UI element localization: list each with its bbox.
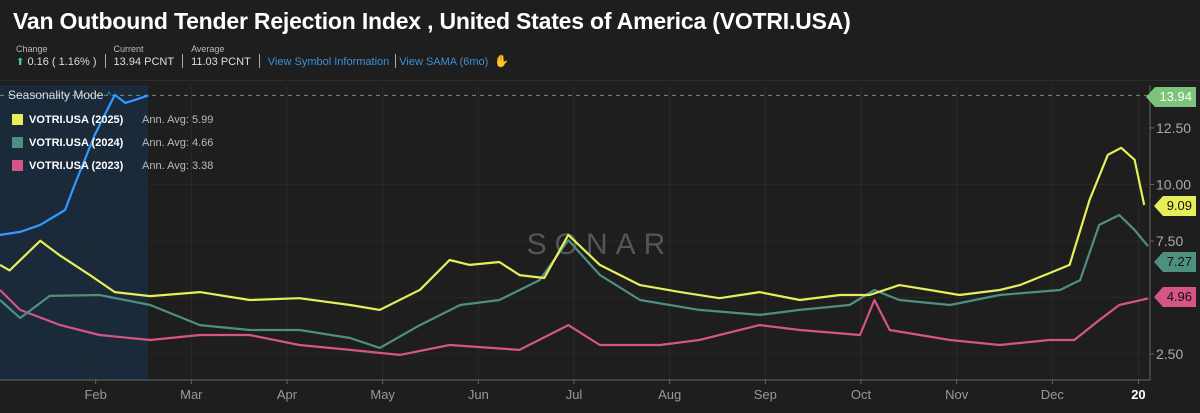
divider bbox=[104, 54, 106, 68]
series-line-votri-usa-2023- bbox=[0, 289, 1149, 356]
y-tick-label: 2.50 bbox=[1156, 346, 1183, 362]
y-tick-label: 12.50 bbox=[1156, 120, 1191, 136]
legend-name: VOTRI.USA (2024) bbox=[29, 136, 124, 149]
seasonality-mode-toggle[interactable]: Seasonality Mode ^ bbox=[8, 88, 213, 102]
divider bbox=[258, 54, 260, 68]
view-sama-link[interactable]: View SAMA (6mo) bbox=[399, 56, 489, 68]
legend-avg: Ann. Avg: 3.38 bbox=[142, 159, 214, 172]
legend-avg: Ann. Avg: 5.99 bbox=[142, 113, 214, 126]
x-tick-label: Feb bbox=[84, 387, 106, 402]
current-period-shade bbox=[0, 85, 149, 380]
y-tick-label: 7.50 bbox=[1156, 233, 1183, 249]
divider bbox=[395, 54, 397, 68]
series-line-votri-usa-2025- bbox=[0, 146, 1146, 311]
seasonality-mode-label: Seasonality Mode bbox=[8, 88, 104, 102]
end-label-2024: 7.27 bbox=[1153, 252, 1196, 272]
x-tick-label: Sep bbox=[754, 387, 777, 402]
header-divider bbox=[0, 80, 1200, 81]
chevron-up-icon: ^ bbox=[106, 91, 112, 102]
series-line-votri-usa-2026- bbox=[0, 93, 149, 236]
legend-item[interactable]: VOTRI.USA (2023) Ann. Avg: 3.38 bbox=[8, 154, 213, 177]
x-tick-label: Oct bbox=[851, 387, 872, 402]
x-tick-label: Mar bbox=[180, 387, 203, 402]
x-tick-label: Apr bbox=[277, 387, 298, 402]
divider bbox=[182, 54, 184, 68]
change-value: 0.16 ( 1.16% ) bbox=[27, 56, 97, 68]
current-label: Current bbox=[113, 44, 144, 54]
x-tick-label: Aug bbox=[658, 387, 681, 402]
stats-bar: Change ⬆ 0.16 ( 1.16% ) Current 13.94 PC… bbox=[16, 44, 509, 68]
legend: Seasonality Mode ^ VOTRI.USA (2025) Ann. … bbox=[8, 88, 213, 177]
x-tick-label: May bbox=[370, 387, 395, 402]
average-value: 11.03 PCNT bbox=[191, 56, 251, 68]
page-title: Van Outbound Tender Rejection Index , Un… bbox=[13, 8, 851, 34]
legend-item[interactable]: VOTRI.USA (2025) Ann. Avg: 5.99 bbox=[8, 108, 213, 131]
change-stat: Change ⬆ 0.16 ( 1.16% ) bbox=[16, 44, 97, 68]
view-symbol-info-link[interactable]: View Symbol Information bbox=[267, 56, 390, 68]
sama-chart-icon[interactable]: ✋ bbox=[494, 54, 510, 68]
sonar-watermark: SONAR bbox=[527, 228, 674, 261]
legend-name: VOTRI.USA (2023) bbox=[29, 159, 124, 172]
end-label-current: 13.94 bbox=[1146, 87, 1196, 107]
legend-swatch bbox=[12, 137, 23, 148]
series-line-votri-usa-2024- bbox=[0, 213, 1149, 349]
average-stat: Average 11.03 PCNT bbox=[191, 44, 251, 68]
end-label-2025: 9.09 bbox=[1153, 196, 1196, 216]
end-label-2023: 4.96 bbox=[1153, 287, 1196, 307]
x-tick-label: Dec bbox=[1041, 387, 1065, 402]
arrow-up-icon: ⬆ bbox=[16, 57, 25, 68]
legend-avg: Ann. Avg: 4.66 bbox=[142, 136, 214, 149]
current-stat: Current 13.94 PCNT bbox=[114, 44, 175, 68]
change-label: Change bbox=[16, 44, 48, 54]
average-label: Average bbox=[191, 44, 225, 54]
y-tick-label: 10.00 bbox=[1156, 176, 1191, 192]
legend-swatch bbox=[12, 160, 23, 171]
current-value: 13.94 PCNT bbox=[113, 56, 175, 68]
x-tick-label: Nov bbox=[945, 387, 969, 402]
legend-swatch bbox=[12, 114, 23, 125]
x-tick-label: Jul bbox=[566, 387, 583, 402]
legend-name: VOTRI.USA (2025) bbox=[29, 113, 124, 126]
legend-item[interactable]: VOTRI.USA (2024) Ann. Avg: 4.66 bbox=[8, 131, 213, 154]
x-tick-label: Jun bbox=[468, 387, 489, 402]
x-tick-label: 20 bbox=[1131, 387, 1145, 402]
